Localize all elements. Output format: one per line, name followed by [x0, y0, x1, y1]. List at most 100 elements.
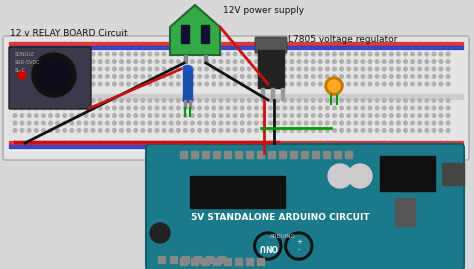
Circle shape — [411, 42, 414, 45]
Circle shape — [13, 99, 17, 102]
Circle shape — [198, 114, 201, 117]
Circle shape — [312, 42, 314, 45]
Circle shape — [319, 145, 321, 148]
Circle shape — [35, 129, 38, 132]
Circle shape — [283, 114, 287, 117]
Circle shape — [184, 46, 187, 49]
Circle shape — [291, 141, 293, 144]
Circle shape — [340, 82, 343, 86]
Circle shape — [269, 42, 272, 45]
Circle shape — [432, 52, 436, 56]
Circle shape — [212, 67, 216, 71]
Circle shape — [340, 106, 343, 110]
Bar — [290, 151, 297, 158]
Circle shape — [169, 121, 173, 125]
Circle shape — [426, 42, 428, 45]
Circle shape — [411, 67, 414, 71]
Circle shape — [120, 145, 123, 148]
Circle shape — [226, 82, 230, 86]
Circle shape — [148, 52, 152, 56]
Circle shape — [141, 52, 145, 56]
Circle shape — [148, 114, 152, 117]
Circle shape — [326, 114, 329, 117]
Bar — [202, 258, 209, 265]
Circle shape — [28, 145, 30, 148]
Circle shape — [49, 75, 52, 78]
Circle shape — [169, 52, 173, 56]
Circle shape — [340, 42, 343, 45]
Circle shape — [269, 46, 272, 49]
Circle shape — [319, 99, 322, 102]
Circle shape — [63, 60, 66, 63]
Circle shape — [198, 60, 201, 63]
Circle shape — [120, 46, 123, 49]
Circle shape — [447, 60, 450, 63]
Circle shape — [49, 42, 52, 45]
Circle shape — [255, 141, 257, 144]
Circle shape — [14, 46, 16, 49]
Circle shape — [418, 67, 421, 71]
Circle shape — [375, 129, 379, 132]
Circle shape — [269, 121, 273, 125]
Bar — [261, 88, 264, 100]
Circle shape — [333, 46, 336, 49]
Circle shape — [120, 114, 123, 117]
Circle shape — [418, 52, 421, 56]
Circle shape — [326, 42, 328, 45]
Circle shape — [163, 42, 165, 45]
Circle shape — [290, 121, 294, 125]
Circle shape — [262, 52, 265, 56]
Circle shape — [305, 145, 307, 148]
Circle shape — [426, 46, 428, 49]
Bar — [204, 55, 207, 63]
Circle shape — [176, 121, 180, 125]
Circle shape — [383, 129, 386, 132]
Circle shape — [134, 82, 137, 86]
Circle shape — [198, 106, 201, 110]
Circle shape — [56, 75, 59, 78]
Circle shape — [170, 42, 173, 45]
Circle shape — [248, 42, 250, 45]
Circle shape — [205, 114, 209, 117]
Bar — [281, 88, 284, 100]
Polygon shape — [170, 5, 220, 55]
Circle shape — [291, 145, 293, 148]
Circle shape — [362, 42, 364, 45]
Circle shape — [78, 46, 80, 49]
Circle shape — [134, 99, 137, 102]
Bar — [301, 151, 308, 158]
Circle shape — [276, 99, 280, 102]
Circle shape — [127, 52, 130, 56]
Circle shape — [27, 52, 31, 56]
Circle shape — [63, 129, 66, 132]
Circle shape — [128, 46, 130, 49]
Circle shape — [199, 46, 201, 49]
Circle shape — [411, 82, 414, 86]
Circle shape — [447, 145, 449, 148]
Circle shape — [312, 145, 314, 148]
Circle shape — [169, 99, 173, 102]
Circle shape — [127, 99, 130, 102]
Circle shape — [304, 106, 308, 110]
Circle shape — [404, 141, 407, 144]
Circle shape — [85, 42, 87, 45]
Circle shape — [375, 121, 379, 125]
Circle shape — [91, 52, 95, 56]
Circle shape — [155, 114, 159, 117]
Circle shape — [361, 52, 365, 56]
Circle shape — [262, 60, 265, 63]
Circle shape — [77, 60, 81, 63]
Circle shape — [311, 60, 315, 63]
Bar — [9, 94, 463, 98]
Text: SL-C: SL-C — [15, 68, 26, 73]
Circle shape — [120, 129, 123, 132]
Circle shape — [233, 99, 237, 102]
Bar — [181, 25, 189, 43]
Circle shape — [92, 46, 94, 49]
Circle shape — [361, 82, 365, 86]
Circle shape — [432, 114, 436, 117]
Circle shape — [411, 145, 414, 148]
Circle shape — [325, 77, 343, 95]
Text: ONU: ONU — [258, 242, 277, 250]
Circle shape — [319, 82, 322, 86]
